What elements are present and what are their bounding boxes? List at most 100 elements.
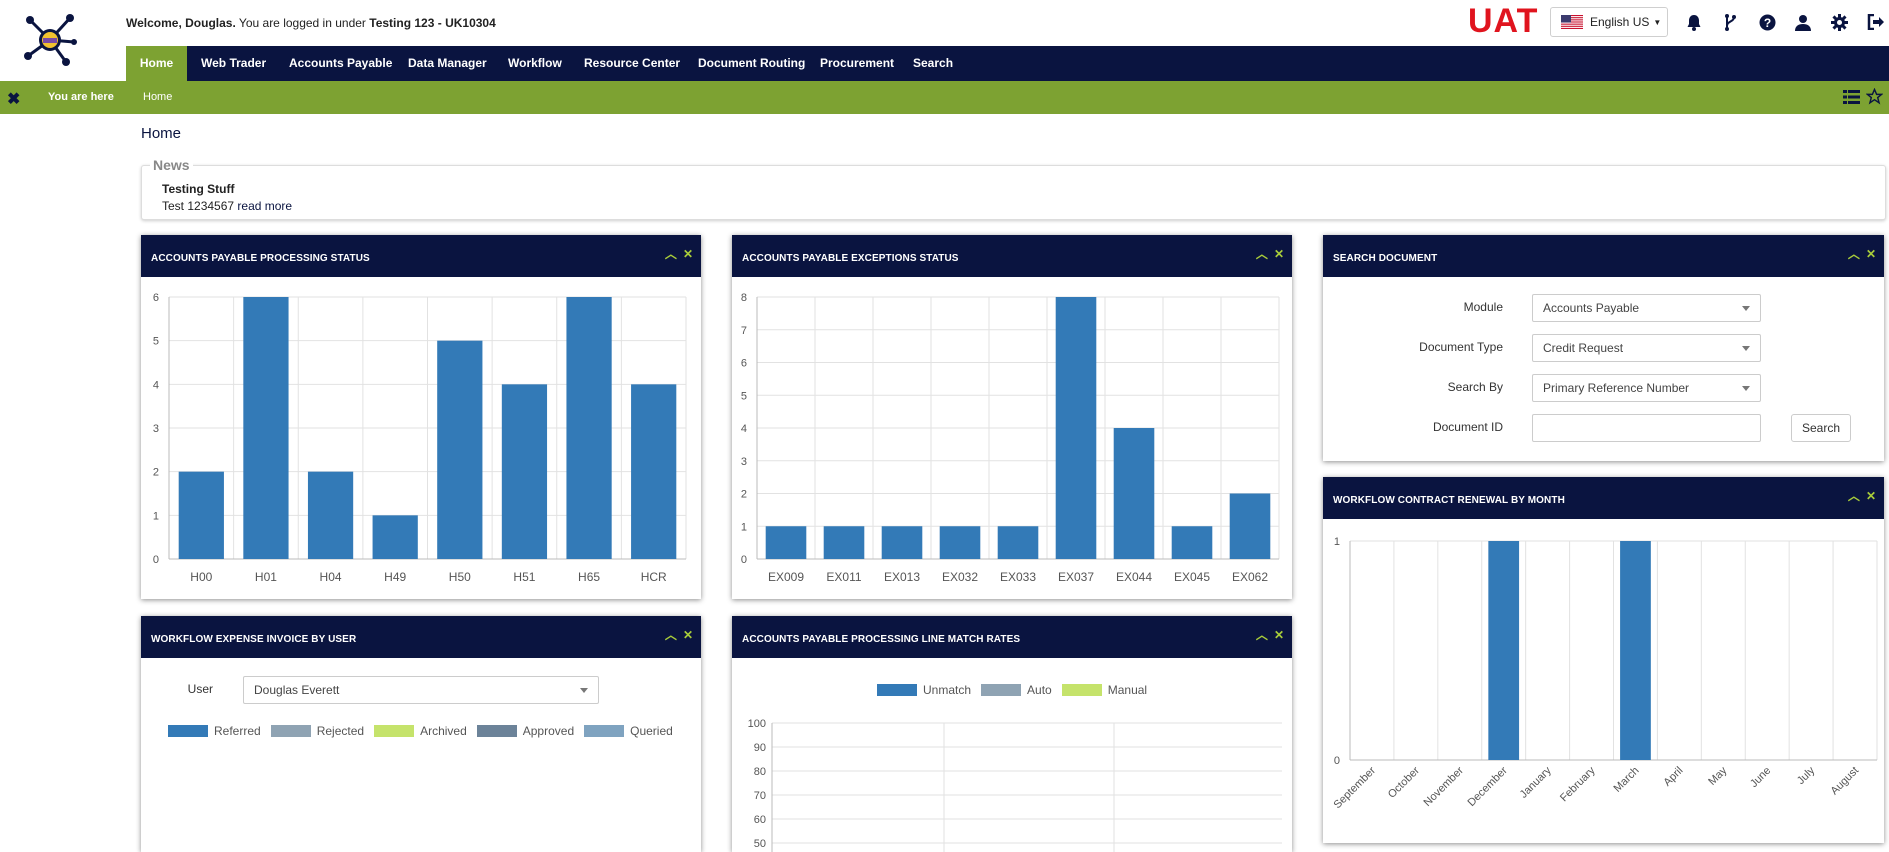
nav-search[interactable]: Search: [913, 56, 954, 70]
nav-home[interactable]: Home: [126, 46, 187, 81]
collapse-icon[interactable]: ︿: [664, 247, 677, 261]
star-icon[interactable]: [1865, 87, 1884, 108]
x-tick-label: H49: [384, 570, 406, 584]
legend-swatch: [981, 684, 1022, 696]
collapse-icon[interactable]: ︿: [1255, 628, 1268, 642]
chevron-down-icon: [1742, 306, 1750, 311]
company-logo[interactable]: [22, 12, 78, 68]
news-headline: Testing Stuff: [162, 182, 235, 196]
x-tick-label: H04: [320, 570, 342, 584]
legend-swatch: [168, 725, 208, 737]
x-tick-label: EX044: [1116, 570, 1152, 584]
help-icon[interactable]: ?: [1757, 12, 1777, 32]
x-tick-label: EX032: [942, 570, 978, 584]
legend-item[interactable]: Rejected: [270, 724, 364, 738]
legend-item[interactable]: Approved: [476, 724, 574, 738]
collapse-icon[interactable]: ︿: [1847, 247, 1860, 261]
legend-label: Unmatch: [923, 683, 972, 697]
x-tick-label: EX011: [826, 570, 861, 584]
language-selector[interactable]: English US ▼: [1550, 7, 1668, 37]
breadcrumb-label: You are here: [48, 91, 114, 103]
legend-item[interactable]: Manual: [1061, 683, 1147, 697]
user-value: Douglas Everett: [254, 683, 340, 697]
chevron-down-icon: [580, 688, 588, 693]
x-tick-label: HCR: [641, 570, 667, 584]
legend-item[interactable]: Referred: [168, 724, 261, 738]
search-by-select[interactable]: Primary Reference Number: [1532, 374, 1761, 402]
close-icon[interactable]: ✖: [7, 91, 21, 108]
logout-icon[interactable]: [1865, 12, 1885, 32]
nav-document-routing[interactable]: Document Routing: [698, 56, 806, 70]
collapse-icon[interactable]: ︿: [1255, 247, 1268, 261]
collapse-icon[interactable]: ︿: [664, 628, 677, 642]
breadcrumb-home[interactable]: Home: [143, 91, 173, 103]
x-tick-label: H51: [513, 570, 535, 584]
gear-icon[interactable]: [1829, 12, 1849, 32]
widget-header: WORKFLOW CONTRACT RENEWAL BY MONTH ︿ ✕: [1323, 477, 1884, 519]
close-icon[interactable]: ✕: [1865, 489, 1876, 503]
close-icon[interactable]: ✕: [682, 247, 693, 261]
environment-badge: UAT: [1468, 2, 1539, 40]
search-button[interactable]: Search: [1791, 414, 1851, 442]
module-value: Accounts Payable: [1543, 301, 1640, 315]
document-id-input[interactable]: [1532, 414, 1761, 442]
breadcrumb-bar: ✖ You are here Home: [0, 81, 1889, 114]
nav-web-trader[interactable]: Web Trader: [201, 56, 267, 70]
x-tick-label: April: [1661, 765, 1685, 789]
close-icon[interactable]: ✕: [1865, 247, 1876, 261]
news-panel: News Testing Stuff Test 1234567 read mor…: [141, 157, 1886, 220]
collapse-icon[interactable]: ︿: [1847, 489, 1860, 503]
y-tick-label: 4: [741, 423, 747, 435]
bar: [631, 384, 677, 559]
nav-resource-center[interactable]: Resource Center: [584, 56, 681, 70]
ap-exceptions-status-widget: ACCOUNTS PAYABLE EXCEPTIONS STATUS ︿ ✕ 0 1…: [732, 235, 1292, 599]
bar: [823, 526, 865, 559]
legend-item[interactable]: Auto: [981, 683, 1052, 697]
nav-procurement[interactable]: Procurement: [820, 56, 895, 70]
nav-accounts-payable[interactable]: Accounts Payable: [289, 56, 393, 70]
legend-swatch: [270, 725, 311, 737]
y-tick-label: 0: [741, 554, 747, 566]
x-tick-label: October: [1386, 764, 1422, 800]
close-icon[interactable]: ✕: [1273, 247, 1284, 261]
module-select[interactable]: Accounts Payable: [1532, 294, 1761, 322]
y-tick-label: 3: [153, 423, 159, 435]
widget-title: ACCOUNTS PAYABLE PROCESSING LINE MATCH R…: [742, 634, 1021, 645]
bar: [372, 515, 418, 559]
y-tick-label: 8: [741, 292, 747, 304]
user-icon[interactable]: [1793, 12, 1813, 32]
widget-title: ACCOUNTS PAYABLE EXCEPTIONS STATUS: [742, 253, 959, 264]
bar: [997, 526, 1039, 559]
line-match-rates-chart: 100908070605040: [748, 718, 1282, 852]
bell-icon[interactable]: [1684, 12, 1704, 32]
document-type-select[interactable]: Credit Request: [1532, 334, 1761, 362]
close-icon[interactable]: ✕: [1273, 628, 1284, 642]
y-tick-label: 2: [153, 467, 159, 479]
x-tick-label: EX062: [1232, 570, 1268, 584]
x-tick-label: September: [1332, 764, 1379, 811]
module-label: Module: [1463, 300, 1503, 314]
user-select[interactable]: Douglas Everett: [243, 676, 599, 704]
x-tick-label: February: [1558, 764, 1598, 804]
code-branch-icon[interactable]: [1720, 12, 1740, 32]
bar: [437, 340, 483, 559]
legend-item[interactable]: Queried: [584, 724, 673, 738]
y-tick-label: 3: [741, 456, 747, 468]
x-tick-label: June: [1748, 765, 1773, 790]
bar: [178, 471, 224, 559]
y-tick-label: 80: [754, 766, 766, 778]
legend-item[interactable]: Archived: [374, 724, 467, 738]
contract-renewal-chart: 0 1 September October November December Januar…: [1332, 536, 1878, 811]
nav-data-manager[interactable]: Data Manager: [408, 56, 487, 70]
y-tick-label: 1: [153, 510, 159, 522]
read-more-link[interactable]: read more: [237, 199, 293, 213]
widget-header: ACCOUNTS PAYABLE PROCESSING LINE MATCH R…: [732, 616, 1292, 658]
language-label: English US: [1590, 15, 1650, 29]
svg-text:?: ?: [1763, 16, 1770, 30]
list-view-icon[interactable]: [1843, 90, 1860, 107]
nav-workflow[interactable]: Workflow: [508, 56, 562, 70]
widget-header: WORKFLOW EXPENSE INVOICE BY USER ︿ ✕: [141, 616, 701, 658]
legend-item[interactable]: Unmatch: [877, 683, 971, 697]
bar: [881, 526, 923, 559]
close-icon[interactable]: ✕: [682, 628, 693, 642]
